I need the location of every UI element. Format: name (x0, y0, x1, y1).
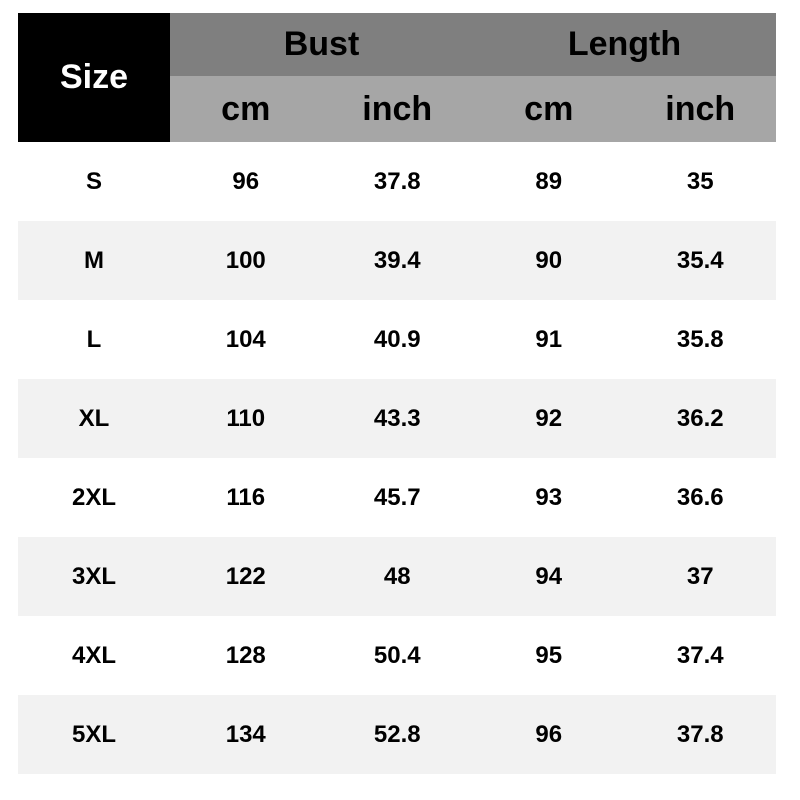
bust-inch-cell: 52.8 (321, 695, 473, 774)
size-cell: 3XL (18, 537, 170, 616)
bust-inch-cell: 50.4 (373, 641, 421, 669)
length-inch-cell: 35 (686, 167, 714, 195)
bust-header: Bust (170, 13, 473, 76)
length-inch-cell: 37 (624, 537, 776, 616)
length-cm-cell: 93 (535, 483, 563, 511)
length-inch-cell: 36.6 (676, 483, 724, 511)
bust-inch-cell: 43.3 (321, 379, 473, 458)
table-row: M 100 39.4 90 35.4 (18, 221, 776, 300)
bust-inch-cell: 48 (321, 537, 473, 616)
length-cm-cell: 90 (473, 221, 625, 300)
length-cm-cell: 96 (473, 695, 625, 774)
length-cm-cell: 89 (535, 167, 563, 195)
length-inch-cell: 36.2 (624, 379, 776, 458)
table-row: 2XL 116 45.7 93 36.6 (18, 458, 776, 537)
table-row: XL 110 43.3 92 36.2 (18, 379, 776, 458)
length-cm-cell: 91 (535, 325, 563, 353)
table-row: 5XL 134 52.8 96 37.8 (18, 695, 776, 774)
length-inch-cell: 35.8 (676, 325, 724, 353)
size-header: Size (18, 13, 170, 142)
bust-cm-cell: 116 (226, 483, 266, 511)
bust-cm-cell: 104 (225, 325, 266, 353)
length-inch-cell: 37.8 (624, 695, 776, 774)
size-cell: 4XL (71, 641, 116, 669)
bust-cm-cell: 134 (170, 695, 322, 774)
size-chart-table: Size Bust Length cm inch cm inch S 96 37.8… (18, 13, 776, 774)
bust-cm-cell: 122 (170, 537, 322, 616)
bust-cm-header: cm (170, 76, 322, 142)
bust-cm-cell: 96 (232, 167, 260, 195)
length-inch-cell: 35.4 (624, 221, 776, 300)
bust-inch-cell: 39.4 (321, 221, 473, 300)
length-header: Length (473, 13, 776, 76)
bust-inch-cell: 40.9 (373, 325, 421, 353)
table-row: S 96 37.8 89 35 (18, 142, 776, 221)
bust-inch-header: inch (321, 76, 473, 142)
length-cm-cell: 95 (535, 641, 563, 669)
length-cm-cell: 92 (473, 379, 625, 458)
bust-cm-cell: 110 (170, 379, 322, 458)
size-cell: L (86, 325, 102, 353)
length-cm-header: cm (473, 76, 625, 142)
length-inch-header: inch (624, 76, 776, 142)
table-row: 4XL 128 50.4 95 37.4 (18, 616, 776, 695)
bust-cm-cell: 128 (225, 641, 266, 669)
table-row: 3XL 122 48 94 37 (18, 537, 776, 616)
table-row: L 104 40.9 91 35.8 (18, 300, 776, 379)
bust-inch-cell: 37.8 (373, 167, 421, 195)
size-cell: 5XL (18, 695, 170, 774)
size-cell: 2XL (71, 483, 116, 511)
bust-cm-cell: 100 (170, 221, 322, 300)
size-cell: XL (18, 379, 170, 458)
bust-inch-cell: 45.7 (373, 483, 421, 511)
size-cell: S (85, 167, 102, 195)
length-inch-cell: 37.4 (676, 641, 724, 669)
length-cm-cell: 94 (473, 537, 625, 616)
size-cell: M (18, 221, 170, 300)
